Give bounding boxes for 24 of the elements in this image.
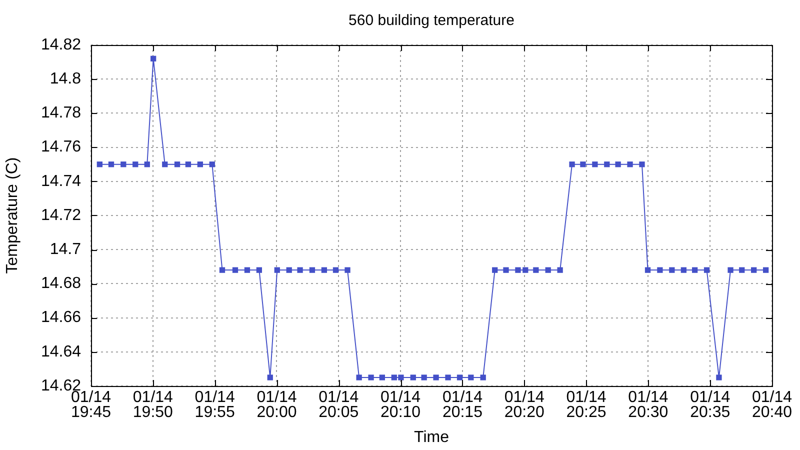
x-tick-label: 01/14 20:15 <box>442 389 483 422</box>
x-tick-label: 01/14 20:40 <box>752 389 792 422</box>
x-tick-label: 01/14 20:30 <box>628 389 668 422</box>
x-tick-label: 01/14 19:50 <box>132 389 174 422</box>
x-tick-label: 01/14 20:35 <box>690 389 730 422</box>
chart-title: 560 building temperature <box>348 12 514 30</box>
x-tick-label: 01/14 20:10 <box>380 389 421 422</box>
x-tick-label: 01/14 20:20 <box>504 389 544 422</box>
y-tick-label: 14.66 <box>40 309 82 326</box>
x-axis-title: Time <box>414 428 450 446</box>
y-tick-label: 14.76 <box>40 138 82 156</box>
y-tick-label: 14.7 <box>50 241 82 258</box>
y-tick-label: 14.74 <box>40 172 82 190</box>
y-tick-label: 14.82 <box>40 36 82 54</box>
y-tick-label: 14.78 <box>40 104 82 122</box>
x-tick-label: 01/14 20:05 <box>318 389 359 422</box>
y-tick-label: 14.72 <box>40 206 82 224</box>
x-tick-label: 01/14 20:25 <box>566 389 606 422</box>
y-tick-label: 14.8 <box>50 70 82 88</box>
y-axis-title: Temperature (C) <box>4 157 22 274</box>
y-tick-label: 14.64 <box>40 343 82 360</box>
y-tick-label: 14.68 <box>40 275 82 292</box>
x-tick-label: 01/14 20:00 <box>256 389 297 422</box>
x-tick-label: 01/14 19:55 <box>194 389 235 422</box>
